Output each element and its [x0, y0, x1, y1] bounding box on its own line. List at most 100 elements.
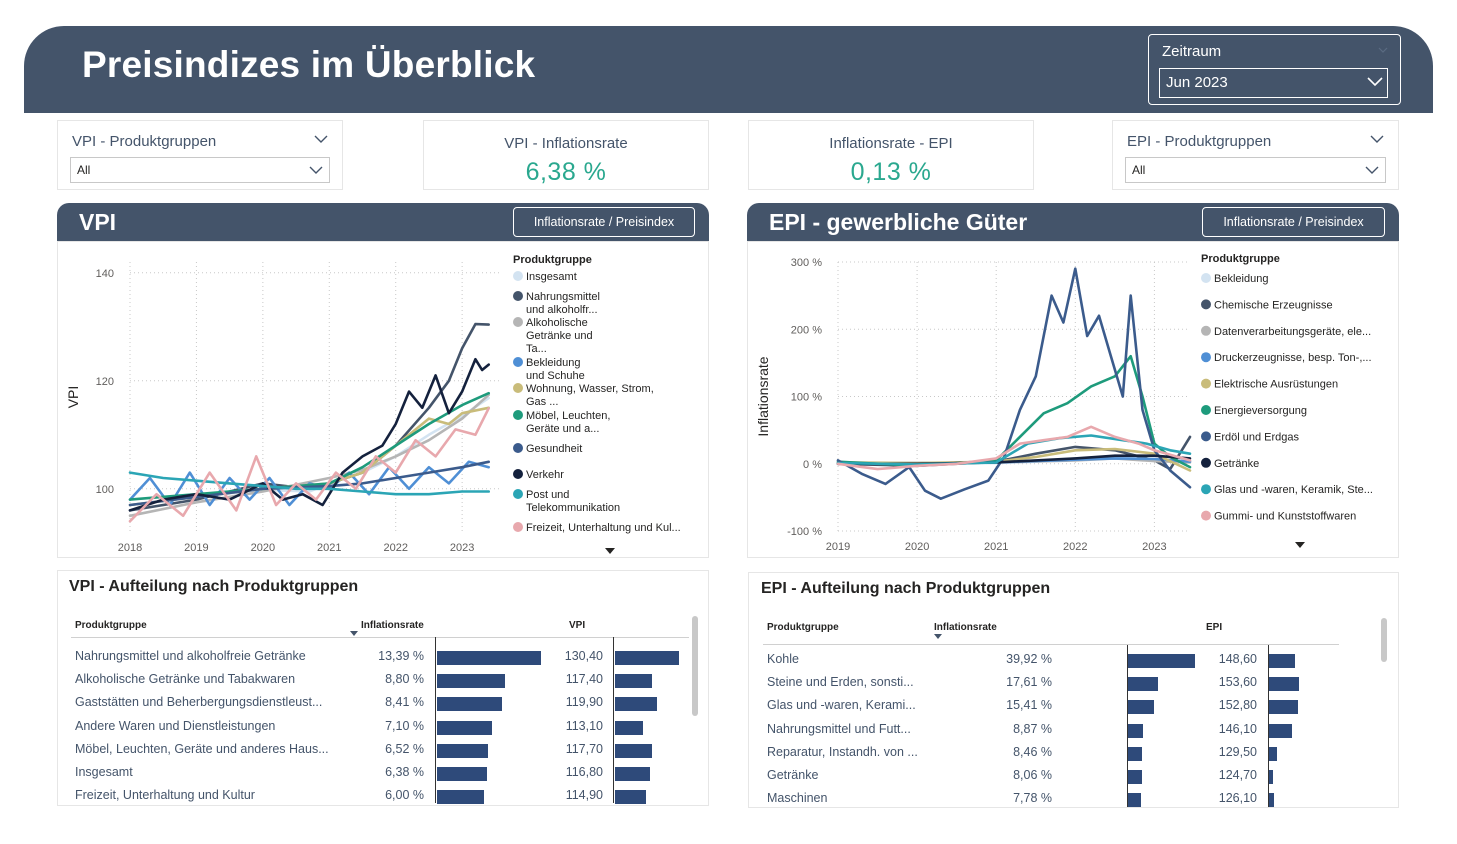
- legend-item-label[interactable]: Post und: [526, 489, 569, 501]
- legend-item-label[interactable]: Erdöl und Erdgas: [1214, 431, 1299, 443]
- inflationsrate-bar: [1128, 700, 1154, 715]
- epi-table-title: EPI - Aufteilung nach Produktgruppen: [761, 580, 1051, 597]
- vpi-toggle-button[interactable]: Inflationsrate / Preisindex: [513, 207, 695, 237]
- chevron-down-icon[interactable]: [1378, 45, 1388, 55]
- legend-item-label[interactable]: Chemische Erzeugnisse: [1214, 299, 1333, 311]
- column-header-produktgruppe[interactable]: Produktgruppe: [767, 622, 839, 633]
- legend-item-label[interactable]: Insgesamt: [526, 271, 577, 283]
- legend-item-label[interactable]: Gummi- und Kunststoffwaren: [1214, 511, 1356, 523]
- chevron-down-icon[interactable]: [1370, 135, 1384, 144]
- row-produktgruppe: Nahrungsmittel und Futt...: [767, 721, 911, 736]
- zeitraum-dropdown[interactable]: Jun 2023: [1159, 68, 1388, 98]
- column-header-epi[interactable]: EPI: [1206, 622, 1223, 633]
- series-line-3[interactable]: [128, 460, 490, 507]
- table-row[interactable]: Alkoholische Getränke und Tabakwaren 8,80…: [75, 672, 687, 692]
- series-line-6[interactable]: [128, 460, 490, 507]
- legend-item-label[interactable]: Energieversorgung: [1214, 405, 1307, 417]
- series-line-8[interactable]: [128, 471, 490, 496]
- y-axis-label: VPI: [65, 386, 81, 409]
- index-bar: [615, 790, 647, 805]
- x-tick-label: 2021: [984, 541, 1008, 553]
- legend-item-label[interactable]: Datenverarbeitungsgeräte, ele...: [1214, 326, 1371, 338]
- inflationsrate-bar: [1128, 723, 1143, 738]
- series-line-6[interactable]: [836, 267, 1192, 500]
- legend-item-label[interactable]: und alkoholfr...: [526, 304, 598, 316]
- epi-legend: Produktgruppe Bekleidung Chemische Erzeug…: [1201, 253, 1373, 548]
- legend-item-label[interactable]: Getränke und: [526, 330, 593, 342]
- index-bar: [615, 743, 653, 758]
- table-row[interactable]: Steine und Erden, sonsti... 17,61 % 153,60: [767, 675, 1342, 695]
- table-row[interactable]: Getränke 8,06 % 124,70: [767, 768, 1342, 788]
- legend-item-label[interactable]: Glas und -waren, Keramik, Ste...: [1214, 484, 1373, 496]
- series-line-5[interactable]: [836, 354, 1192, 469]
- table-row[interactable]: Kohle 39,92 % 148,60: [767, 652, 1342, 672]
- table-row[interactable]: Maschinen 7,78 % 126,10: [767, 791, 1342, 811]
- table-row[interactable]: Freizeit, Unterhaltung und Kultur 6,00 % 1…: [75, 788, 687, 808]
- chevron-down-icon[interactable]: [314, 135, 328, 144]
- legend-scroll-down-icon[interactable]: [1295, 542, 1305, 548]
- column-header-inflationsrate[interactable]: Inflationsrate: [934, 622, 997, 633]
- index-bar: [1269, 723, 1293, 738]
- legend-item-label[interactable]: Bekleidung: [1214, 273, 1268, 285]
- table-row[interactable]: Möbel, Leuchten, Geräte und anderes Haus…: [75, 742, 687, 762]
- vpi-slicer-value: All: [77, 163, 91, 177]
- epi-slicer-dropdown[interactable]: All: [1125, 157, 1386, 183]
- series-line-9[interactable]: [836, 425, 1192, 471]
- column-header-inflationsrate[interactable]: Inflationsrate: [361, 620, 424, 631]
- legend-item-label[interactable]: Telekommunikation: [526, 502, 620, 514]
- row-inflationsrate: 6,52 %: [385, 741, 424, 756]
- legend-marker: [1201, 457, 1211, 468]
- zeitraum-value: Jun 2023: [1166, 74, 1228, 91]
- legend-item-label[interactable]: und Schuhe: [526, 370, 585, 382]
- legend-item-label[interactable]: Verkehr: [526, 469, 564, 481]
- index-bar: [615, 674, 652, 689]
- epi-toggle-button[interactable]: Inflationsrate / Preisindex: [1202, 207, 1385, 237]
- legend-scroll-down-icon[interactable]: [605, 548, 615, 554]
- table-row[interactable]: Glas und -waren, Kerami... 15,41 % 152,80: [767, 698, 1342, 718]
- legend-item-label[interactable]: Gesundheit: [526, 443, 582, 455]
- legend-item-label[interactable]: Elektrische Ausrüstungen: [1214, 379, 1338, 391]
- legend-marker: [1201, 299, 1211, 310]
- row-inflationsrate: 8,87 %: [1013, 721, 1052, 736]
- legend-item-label[interactable]: Möbel, Leuchten,: [526, 410, 610, 422]
- legend-marker: [513, 410, 523, 420]
- x-tick-label: 2020: [251, 542, 275, 554]
- legend-item-label[interactable]: Getränke: [1214, 458, 1259, 470]
- legend-item-label[interactable]: Geräte und a...: [526, 423, 599, 435]
- y-tick-label: 0 %: [803, 459, 822, 471]
- legend-item-label[interactable]: Freizeit, Unterhaltung und Kul...: [526, 522, 681, 534]
- legend-item-label[interactable]: Nahrungsmittel: [526, 291, 600, 303]
- legend-item-label[interactable]: Bekleidung: [526, 357, 580, 369]
- row-inflationsrate: 7,78 %: [1013, 791, 1052, 806]
- column-header-produktgruppe[interactable]: Produktgruppe: [75, 620, 147, 631]
- table-row[interactable]: Nahrungsmittel und Futt... 8,87 % 146,10: [767, 722, 1342, 742]
- legend-item-label[interactable]: Gas ...: [526, 396, 558, 408]
- index-bar: [1269, 700, 1299, 715]
- column-header-vpi[interactable]: VPI: [569, 620, 586, 631]
- sort-descending-icon[interactable]: [350, 631, 358, 636]
- legend-item-label[interactable]: Ta...: [526, 343, 547, 355]
- inflationsrate-bar: [1128, 677, 1158, 692]
- series-line-7[interactable]: [128, 357, 490, 512]
- table-row[interactable]: Reparatur, Instandh. von ... 8,46 % 129,50: [767, 745, 1342, 765]
- row-produktgruppe: Freizeit, Unterhaltung und Kultur: [75, 788, 255, 803]
- vpi-table-scrollbar[interactable]: [692, 616, 698, 716]
- table-row[interactable]: Gaststätten und Beherbergungsdienstleust…: [75, 695, 687, 715]
- epi-line-chart: -100 % 0 % 100 % 200 % 300 % 2019 2020 2021 2022…: [755, 257, 1192, 553]
- epi-table-scrollbar[interactable]: [1381, 618, 1387, 662]
- row-produktgruppe: Steine und Erden, sonsti...: [767, 675, 914, 690]
- vpi-slicer-dropdown[interactable]: All: [70, 157, 330, 183]
- table-row[interactable]: Insgesamt 6,38 % 116,80: [75, 765, 687, 785]
- table-row[interactable]: Andere Waren und Dienstleistungen 7,10 % 1…: [75, 719, 687, 739]
- series-line-9[interactable]: [128, 407, 490, 523]
- sort-descending-icon[interactable]: [934, 634, 942, 639]
- table-row[interactable]: Nahrungsmittel und alkoholfreie Getränke…: [75, 649, 687, 669]
- x-tick-label: 2021: [317, 542, 341, 554]
- legend-marker: [1201, 325, 1211, 336]
- legend-marker: [513, 291, 523, 301]
- row-index: 113,10: [565, 718, 603, 733]
- page-title: Preisindizes im Überblick: [82, 44, 536, 85]
- legend-item-label[interactable]: Druckerzeugnisse, besp. Ton-,...: [1214, 352, 1372, 364]
- legend-item-label[interactable]: Alkoholische: [526, 317, 588, 329]
- legend-item-label[interactable]: Wohnung, Wasser, Strom,: [526, 383, 654, 395]
